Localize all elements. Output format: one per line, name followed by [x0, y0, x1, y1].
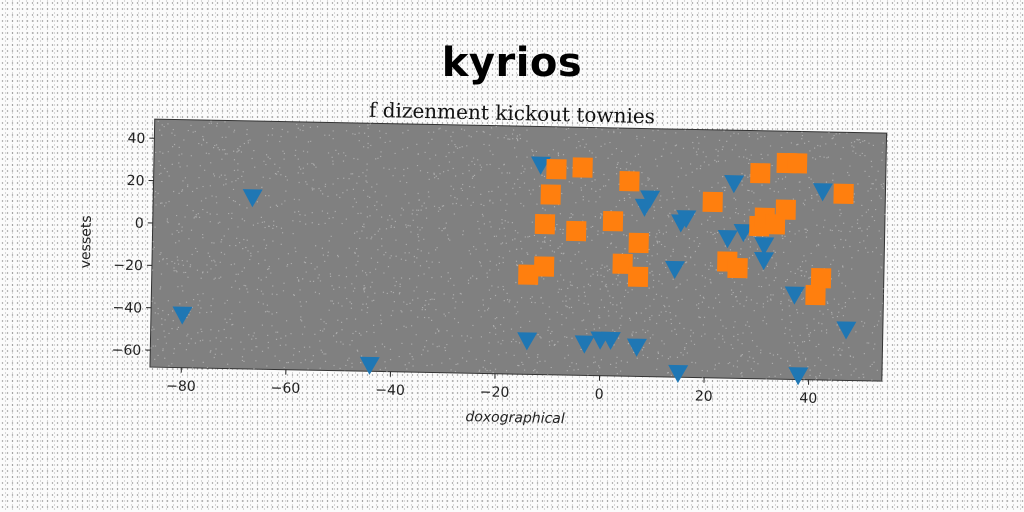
marker-square — [833, 183, 854, 205]
x-tick-label: 40 — [799, 391, 817, 407]
marker-square — [805, 284, 826, 306]
x-tick-label: −80 — [166, 378, 196, 395]
marker-square — [727, 257, 748, 279]
marker-triangle-down — [640, 190, 661, 209]
marker-square — [534, 213, 556, 235]
marker-triangle-down — [724, 175, 745, 194]
marker-triangle-down — [668, 364, 689, 384]
marker-square — [540, 184, 561, 205]
marker-triangle-down — [665, 260, 686, 280]
y-tick-label: 20 — [127, 173, 145, 189]
marker-square — [628, 232, 649, 254]
x-tick-label: −20 — [480, 384, 510, 401]
marker-square — [518, 264, 539, 285]
marker-square — [750, 162, 771, 184]
marker-triangle-down — [530, 156, 551, 175]
x-axis-label: doxographical — [465, 409, 565, 427]
x-axis: −80 −60 −40 −20 0 20 40 — [166, 367, 817, 407]
chart-title: kyrios — [441, 40, 583, 86]
y-tick-label: −20 — [113, 258, 143, 275]
marker-square — [546, 159, 567, 180]
marker-square — [619, 171, 640, 192]
y-axis-label: vessets — [78, 215, 95, 268]
x-tick-label: −40 — [375, 382, 405, 399]
y-tick-label: 0 — [135, 216, 144, 232]
marker-square — [612, 253, 633, 274]
x-tick-label: −60 — [271, 380, 301, 397]
marker-triangle-down — [812, 183, 833, 202]
marker-square — [565, 220, 587, 242]
marker-square — [702, 191, 723, 213]
marker-triangle-down — [753, 251, 774, 271]
marker-square — [786, 153, 808, 174]
marker-triangle-down — [626, 338, 647, 357]
marker-square — [602, 211, 624, 232]
marker-triangle-down — [242, 189, 263, 208]
marker-square — [810, 268, 832, 289]
plot-background — [149, 118, 888, 382]
marker-triangle-down — [754, 237, 775, 256]
marker-square — [533, 256, 555, 277]
marker-triangle-down — [172, 306, 193, 325]
marker-square — [775, 199, 796, 220]
marker-triangle-down — [600, 331, 621, 350]
marker-triangle-down — [517, 332, 538, 351]
marker-triangle-down — [733, 223, 754, 243]
x-tick-label: 20 — [695, 389, 713, 405]
y-tick-label: 40 — [127, 131, 145, 147]
marker-square — [627, 266, 649, 287]
data-marks — [172, 152, 857, 386]
marker-triangle-down — [574, 335, 595, 354]
marker-triangle-down — [788, 367, 809, 386]
marker-triangle-down — [836, 321, 857, 340]
y-axis: 40 20 0 −20 −40 −60 — [112, 131, 155, 359]
x-tick-label: 0 — [595, 387, 604, 403]
marker-triangle-down — [784, 286, 805, 305]
y-tick-label: −40 — [112, 300, 142, 317]
marker-triangle-down — [676, 210, 697, 229]
marker-triangle-down — [359, 356, 380, 375]
marker-square — [572, 157, 593, 178]
y-tick-label: −60 — [112, 342, 142, 359]
marker-triangle-down — [717, 230, 738, 249]
